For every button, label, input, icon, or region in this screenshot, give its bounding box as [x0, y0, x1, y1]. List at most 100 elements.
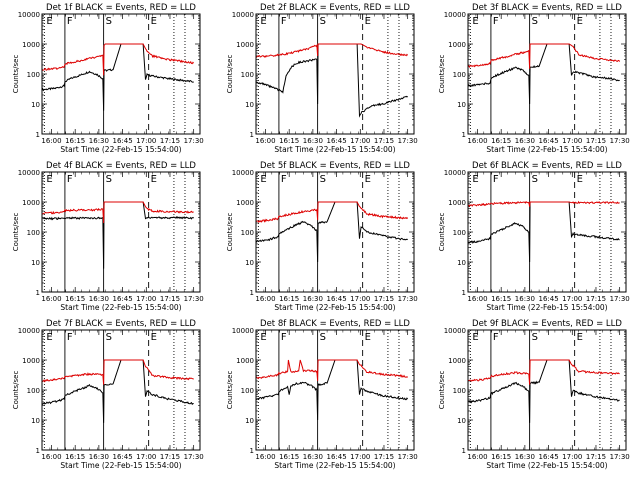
panel-title: Det 1f BLACK = Events, RED = LLD — [46, 3, 196, 13]
x-tick-label: 16:15 — [279, 137, 299, 145]
time-marker-label: E — [577, 174, 583, 185]
y-tick-label: 1000 — [236, 41, 254, 49]
panel-title: Det 8f BLACK = Events, RED = LLD — [260, 319, 410, 329]
y-tick-label: 1000 — [22, 41, 40, 49]
y-tick-label: 100 — [27, 71, 40, 79]
panel-title: Det 9f BLACK = Events, RED = LLD — [472, 319, 622, 329]
y-tick-label: 10 — [457, 417, 466, 425]
x-tick-label: 17:15 — [160, 453, 180, 461]
events-series-line — [256, 201, 408, 263]
x-axis-label: Start Time (22-Feb-15 15:54:00) — [274, 145, 395, 154]
time-marker-label: E — [151, 332, 157, 343]
y-tick-label: 10 — [31, 101, 40, 109]
plot-frame — [41, 171, 201, 293]
time-marker-label: F — [67, 332, 73, 343]
x-tick-label: 17:30 — [610, 137, 630, 145]
detector-panel-1: Det 1f BLACK = Events, RED = LLD 1 10 100 10… — [12, 3, 204, 154]
time-marker-label: S — [532, 332, 538, 343]
y-axis-label: Counts/sec — [438, 371, 446, 410]
plot-frame — [41, 13, 201, 135]
x-axis-label: Start Time (22-Feb-15 15:54:00) — [486, 461, 607, 470]
y-tick-label: 10000 — [444, 11, 466, 19]
time-marker-label: E — [577, 16, 583, 27]
x-tick-label: 17:15 — [586, 295, 606, 303]
lld-series-line — [42, 359, 194, 385]
panel-title: Det 3f BLACK = Events, RED = LLD — [472, 3, 622, 13]
x-tick-label: 16:15 — [491, 295, 511, 303]
time-marker-label: E — [46, 332, 52, 343]
x-tick-label: 16:15 — [491, 137, 511, 145]
y-tick-label: 1 — [462, 289, 466, 297]
time-marker-label: E — [365, 332, 371, 343]
lld-series-line — [256, 43, 409, 58]
x-tick-label: 17:30 — [184, 295, 204, 303]
x-tick-label: 16:45 — [538, 137, 558, 145]
x-tick-label: 17:15 — [374, 137, 394, 145]
y-axis-label: Counts/sec — [438, 213, 446, 252]
x-tick-label: 16:30 — [89, 295, 109, 303]
plot-frame — [255, 13, 415, 135]
time-marker-label: F — [493, 174, 499, 185]
time-marker-label: E — [260, 16, 266, 27]
x-tick-label: 16:45 — [112, 453, 132, 461]
x-tick-label: 17:30 — [610, 295, 630, 303]
panel-title: Det 4f BLACK = Events, RED = LLD — [46, 161, 196, 171]
x-tick-label: 16:30 — [515, 453, 535, 461]
y-axis-label: Counts/sec — [12, 371, 20, 410]
x-tick-label: 17:15 — [160, 137, 180, 145]
y-tick-label: 10 — [31, 417, 40, 425]
y-tick-label: 10 — [457, 101, 466, 109]
x-tick-label: 17:00 — [136, 453, 156, 461]
x-tick-label: 16:00 — [41, 453, 61, 461]
detector-panel-8: Det 8f BLACK = Events, RED = LLD 1 10 100 10… — [226, 319, 418, 470]
x-tick-label: 17:00 — [136, 137, 156, 145]
time-marker-label: F — [493, 332, 499, 343]
x-tick-label: 16:30 — [515, 137, 535, 145]
y-tick-label: 1 — [250, 289, 254, 297]
y-axis-label: Counts/sec — [438, 55, 446, 94]
x-tick-label: 17:15 — [586, 137, 606, 145]
y-tick-label: 100 — [453, 229, 466, 237]
x-tick-label: 17:00 — [562, 453, 582, 461]
x-tick-label: 16:30 — [303, 453, 323, 461]
y-tick-label: 1000 — [236, 199, 254, 207]
time-marker-label: E — [365, 174, 371, 185]
time-marker-label: E — [260, 174, 266, 185]
x-tick-label: 17:15 — [374, 453, 394, 461]
y-tick-label: 100 — [241, 387, 254, 395]
y-tick-label: 1 — [250, 447, 254, 455]
y-tick-label: 1000 — [448, 357, 466, 365]
detector-panel-6: Det 6f BLACK = Events, RED = LLD 1 10 100 10… — [438, 161, 630, 312]
x-tick-label: 16:45 — [112, 295, 132, 303]
detector-panel-9: Det 9f BLACK = Events, RED = LLD 1 10 100 10… — [438, 319, 630, 470]
time-marker-label: E — [46, 16, 52, 27]
lld-series-line — [468, 43, 621, 69]
time-marker-label: E — [260, 332, 266, 343]
lld-series-line — [468, 359, 620, 385]
time-marker-label: S — [106, 332, 112, 343]
panel-title: Det 2f BLACK = Events, RED = LLD — [260, 3, 410, 13]
time-marker-label: S — [106, 174, 112, 185]
lld-series-line — [256, 359, 409, 382]
time-marker-label: S — [532, 174, 538, 185]
y-tick-label: 1 — [36, 447, 40, 455]
x-tick-label: 17:00 — [136, 295, 156, 303]
plot-frame — [255, 171, 415, 293]
x-axis-label: Start Time (22-Feb-15 15:54:00) — [60, 145, 181, 154]
lld-series-line — [468, 200, 620, 208]
time-marker-label: F — [281, 332, 287, 343]
detector-panel-7: Det 7f BLACK = Events, RED = LLD 1 10 100 10… — [12, 319, 204, 470]
x-tick-label: 16:45 — [538, 453, 558, 461]
time-marker-label: S — [532, 16, 538, 27]
x-axis-label: Start Time (22-Feb-15 15:54:00) — [274, 303, 395, 312]
detector-panel-4: Det 4f BLACK = Events, RED = LLD 1 10 100 10… — [12, 161, 204, 312]
x-tick-label: 16:00 — [41, 295, 61, 303]
time-marker-label: E — [472, 332, 478, 343]
time-marker-label: E — [46, 174, 52, 185]
y-tick-label: 10000 — [232, 11, 254, 19]
y-tick-label: 100 — [27, 229, 40, 237]
time-marker-label: F — [67, 16, 73, 27]
x-tick-label: 16:00 — [41, 137, 61, 145]
y-tick-label: 100 — [453, 71, 466, 79]
x-axis-label: Start Time (22-Feb-15 15:54:00) — [274, 461, 395, 470]
